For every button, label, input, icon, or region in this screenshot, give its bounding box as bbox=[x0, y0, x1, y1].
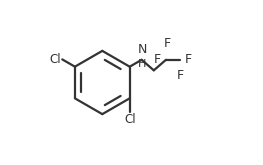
Text: N: N bbox=[138, 43, 147, 56]
Text: Cl: Cl bbox=[50, 53, 61, 66]
Text: F: F bbox=[177, 69, 184, 82]
Text: F: F bbox=[185, 53, 192, 66]
Text: Cl: Cl bbox=[124, 113, 135, 126]
Text: F: F bbox=[164, 37, 171, 50]
Text: F: F bbox=[154, 53, 161, 66]
Text: H: H bbox=[138, 59, 146, 69]
